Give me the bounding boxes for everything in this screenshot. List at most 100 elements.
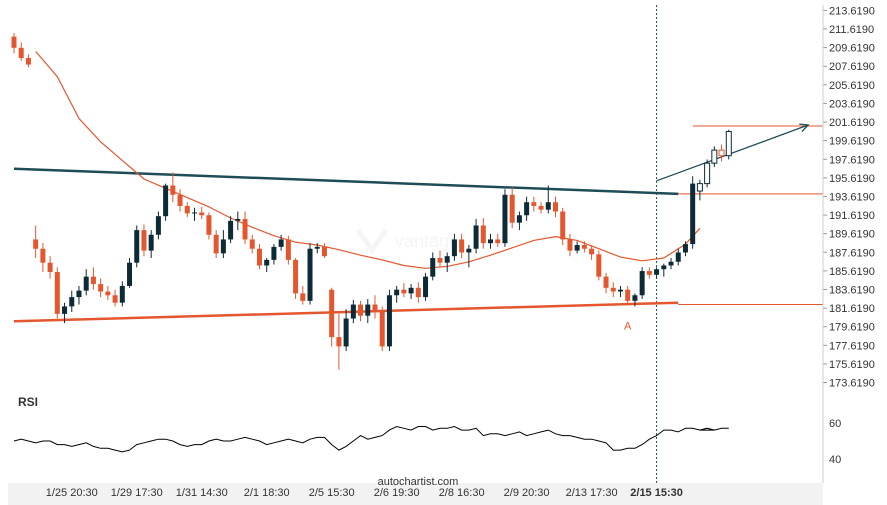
price-tick-label: 197.6190 [829,154,875,166]
candle-body [358,304,364,316]
candle-body [213,234,219,254]
price-tick-label: 179.6190 [829,322,875,334]
candle-body [437,258,443,263]
candle-body [350,304,356,319]
price-tick-label: 203.6190 [829,98,875,110]
candle-body [235,218,241,221]
candle-body [718,149,725,157]
candle-body [646,271,652,275]
time-tick-label: 1/31 14:30 [176,487,228,499]
price-tick-label: 213.6190 [829,5,875,17]
vantage-logo-watermark: vantage [355,228,459,255]
candle-body [11,36,17,48]
candle-body [617,289,623,292]
candles [11,32,732,370]
time-tick-label: 1/29 17:30 [111,487,163,499]
price-tick-label: 181.6190 [829,303,875,315]
target-arrow [656,124,809,182]
candle-body [596,254,602,277]
candle-body [293,259,299,294]
candle-body [365,304,371,316]
candle-body [206,215,212,235]
price-tick-label: 209.6190 [829,43,875,55]
candle-body [321,246,327,257]
time-tick-label: 2/13 17:30 [566,487,618,499]
candle-body [502,194,508,244]
candle-body [134,230,140,263]
time-tick-label: 2/9 20:30 [504,487,550,499]
candle-body [560,211,566,240]
candle-body [220,239,226,254]
candle-body [473,225,479,249]
candle-body [314,246,320,249]
time-tick-label: 2/5 15:30 [309,487,355,499]
candle-body [192,212,197,214]
candle-body [415,287,421,298]
price-axis: 213.6190 211.6190 209.6190 207.6190 205.6190… [822,5,875,483]
candle-body [451,239,457,257]
candle-body [148,234,154,251]
candle-body [300,293,306,301]
rsi-tick-label: 40 [829,454,841,466]
price-tick-label: 183.6190 [829,284,875,296]
rsi-label: RSI [18,395,38,409]
candle-body [603,276,609,288]
price-tick-label: 207.6190 [829,61,875,73]
candle-body [163,185,169,217]
candle-body [516,215,522,223]
candle-body [25,58,31,65]
time-tick-label: 1/25 20:30 [46,487,98,499]
candle-body [444,256,450,263]
rsi-tick-label: 60 [829,418,841,430]
candle-body [141,230,147,251]
candle-body [184,205,190,214]
candle-body [76,290,82,298]
candle-body [271,246,277,260]
rsi-projection-line [699,427,729,431]
candle-body [90,276,96,285]
price-tick-label: 191.6190 [829,210,875,222]
price-tick-label: 173.6190 [829,378,875,390]
candle-body [199,212,205,216]
candle-body [480,225,486,244]
candle-body [488,239,494,244]
candle-body [372,304,378,312]
price-tick-label: 185.6190 [829,266,875,278]
candle-body [127,262,133,286]
candle-body [47,262,53,272]
candle-body [430,258,436,277]
candle-body [264,259,270,266]
candle-body [545,202,551,210]
candle-body [54,271,60,314]
candle-body [610,287,616,292]
candle-body [386,295,392,347]
price-tick-label: 195.6190 [829,173,875,185]
price-tick-label: 199.6190 [829,136,875,148]
candle-body [401,289,407,294]
price-tick-label: 189.6190 [829,229,875,241]
price-tick-label: 205.6190 [829,80,875,92]
price-tick-label: 193.6190 [829,191,875,203]
candle-body [285,239,291,260]
time-axis-band [8,483,823,505]
candle-body [242,218,248,240]
price-tick-label: 175.6190 [829,359,875,371]
candle-body [177,194,183,206]
candle-body [249,239,255,249]
candle-body [278,239,284,247]
candle-body [256,248,262,266]
svg-text:vantage: vantage [395,231,459,251]
candle-body [574,245,580,251]
price-tick-label: 187.6190 [829,247,875,259]
candle-body [531,202,537,206]
candle-body [40,248,46,263]
candle-body [329,289,335,338]
candle-body [495,239,501,244]
time-tick-label: 2/8 16:30 [439,487,485,499]
price-tick-label: 201.6190 [829,117,875,129]
candle-body [336,337,342,347]
candle-body [690,183,696,245]
time-axis: 1/25 20:30 1/29 17:30 1/31 14:30 2/1 18:30 2… [8,483,823,505]
candle-body [83,276,89,291]
